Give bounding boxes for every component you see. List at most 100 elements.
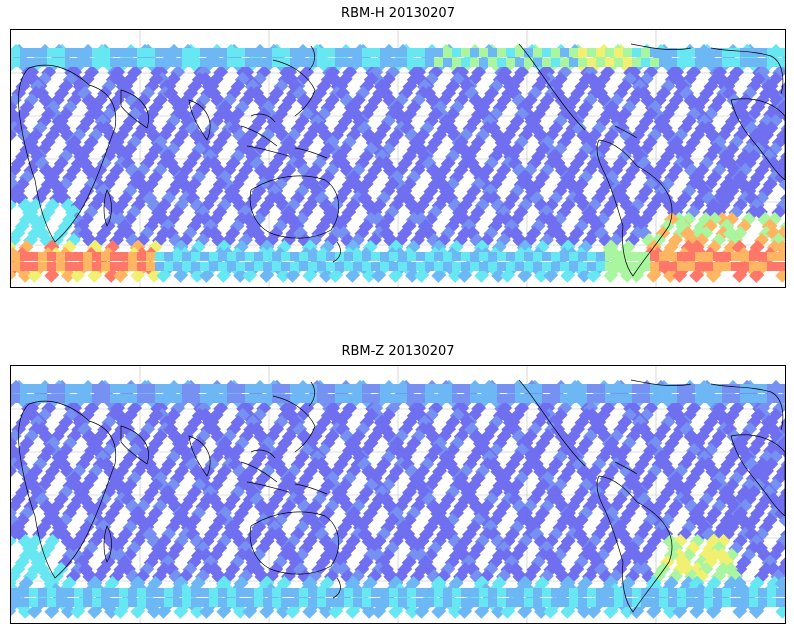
swath-cell: [200, 598, 209, 607]
swath-cell: [740, 384, 749, 393]
swath-cell: [767, 384, 776, 393]
swath-cell: [587, 262, 596, 271]
swath-cell: [11, 505, 17, 521]
swath-cell: [173, 48, 182, 57]
swath-cell: [400, 526, 416, 542]
swath-cell: [614, 598, 623, 607]
swath-cell: [414, 603, 430, 619]
swath-cell: [245, 48, 254, 57]
swath-cell: [184, 120, 200, 136]
swath-cell: [344, 48, 353, 57]
swath-cell: [560, 384, 569, 393]
swath-cell: [731, 384, 740, 393]
swath-cell: [461, 394, 470, 403]
swath-cell: [82, 498, 97, 514]
swath-cell: [598, 232, 614, 248]
swath-cell: [65, 58, 74, 67]
swath-cell: [713, 262, 722, 271]
swath-cell: [361, 197, 377, 213]
swath-cell: [560, 48, 569, 57]
coastline: [120, 425, 149, 465]
swath-cell: [452, 262, 461, 271]
swath-cell: [167, 428, 183, 444]
swath-cell: [17, 463, 33, 479]
swath-cell: [227, 58, 236, 67]
swath-cell: [671, 211, 687, 227]
swath-cell: [137, 384, 146, 393]
swath-cell: [56, 384, 65, 393]
swath-cell: [686, 262, 695, 271]
swath-cell: [596, 384, 605, 393]
swath-cell: [299, 58, 308, 67]
swath-cell: [379, 225, 394, 241]
swath-cell: [434, 384, 443, 393]
swath-cell: [110, 384, 119, 393]
swath-cell: [668, 48, 677, 57]
swath-cell: [371, 588, 380, 597]
swath-cell: [398, 262, 407, 271]
swath-cell: [344, 394, 353, 403]
swath-cell: [499, 211, 515, 227]
swath-cell: [529, 526, 545, 542]
swath-cell: [490, 197, 506, 213]
swath-cell: [524, 394, 533, 403]
swath-cell: [587, 48, 596, 57]
swath-cell: [297, 162, 312, 178]
swath-cell: [507, 155, 523, 171]
swath-cell: [254, 262, 263, 271]
swath-cell: [120, 85, 136, 101]
swath-cell: [452, 588, 461, 597]
coastline: [240, 461, 328, 495]
swath-cell: [254, 384, 263, 393]
swath-cell: [723, 225, 738, 241]
swath-cell: [578, 588, 587, 597]
swath-cell: [452, 598, 461, 607]
swath-cell: [776, 48, 785, 57]
swath-cell: [425, 262, 434, 271]
swath-cell: [731, 575, 747, 591]
swath-cell: [461, 252, 470, 261]
swath-cell: [497, 58, 506, 67]
swath-cell: [452, 394, 461, 403]
swath-cell: [677, 58, 686, 67]
coastline: [710, 383, 784, 431]
swath-cell: [732, 267, 748, 283]
swath-cell: [17, 127, 33, 143]
swath-cell: [426, 232, 442, 248]
swath-cell: [640, 92, 656, 108]
swath-cell: [26, 211, 42, 227]
coastline: [120, 89, 149, 129]
swath-cell: [245, 384, 254, 393]
swath-cell: [722, 58, 731, 67]
swath-cell: [389, 394, 398, 403]
swath-cell: [679, 491, 695, 507]
swath-cell: [299, 588, 308, 597]
swath-cell: [524, 588, 533, 597]
swath-cell: [488, 262, 497, 271]
swath-cell: [515, 58, 524, 67]
swath-cell: [92, 58, 101, 67]
swath-cell: [207, 561, 222, 577]
swath-cell: [695, 588, 704, 597]
swath-cell: [319, 267, 334, 283]
swath-cell: [679, 85, 695, 101]
swath-cell: [164, 384, 173, 393]
swath-cell: [13, 526, 29, 542]
swath-cell: [657, 120, 673, 136]
swath-cell: [380, 588, 389, 597]
swath-cell: [598, 568, 614, 584]
swath-cell: [11, 239, 17, 255]
swath-cell: [585, 211, 601, 227]
swath-cell: [164, 588, 173, 597]
swath-cell: [650, 58, 659, 67]
swath-cell: [632, 252, 641, 261]
swath-cell: [407, 58, 416, 67]
swath-cell: [371, 48, 380, 57]
swath-cell: [353, 394, 362, 403]
swath-cell: [275, 463, 291, 479]
swath-cell: [271, 526, 287, 542]
swath-cell: [705, 463, 721, 479]
swath-cell: [659, 252, 668, 261]
swath-cell: [65, 252, 74, 261]
swath-cell: [497, 252, 506, 261]
